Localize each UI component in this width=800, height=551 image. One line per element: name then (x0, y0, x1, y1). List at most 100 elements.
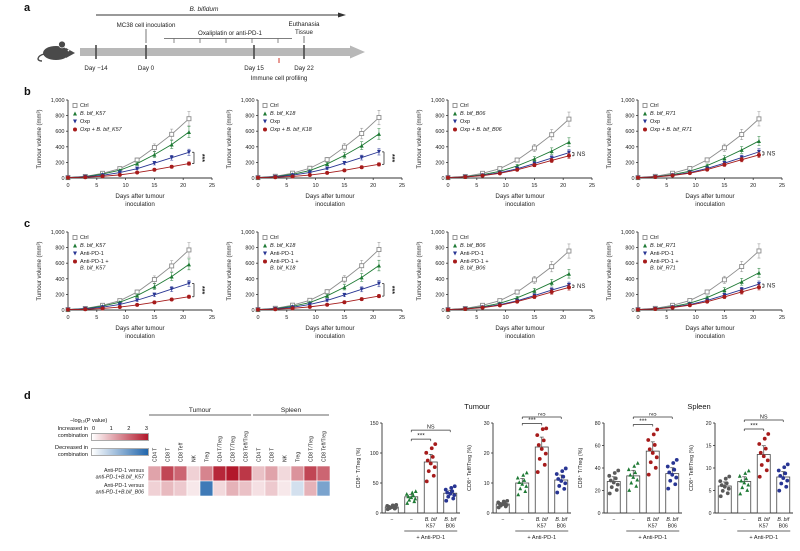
svg-text:800: 800 (435, 114, 444, 120)
svg-text:CD4 T/Treg: CD4 T/Treg (218, 436, 224, 462)
svg-text:NS: NS (577, 152, 585, 158)
dot-group-1 (626, 460, 641, 514)
svg-text:inoculation: inoculation (315, 201, 345, 208)
svg-text:1,000: 1,000 (51, 230, 65, 236)
svg-text:Anti-PD-1 +: Anti-PD-1 + (80, 259, 109, 265)
svg-text:10: 10 (313, 183, 319, 189)
svg-text:0: 0 (66, 183, 69, 189)
svg-text:5: 5 (285, 183, 288, 189)
legend-decreased-label: Decreased in combination (55, 445, 88, 458)
heatmap-cell (251, 465, 266, 482)
dot-group-0 (606, 468, 621, 514)
svg-text:5: 5 (95, 183, 98, 189)
svg-text:15: 15 (151, 183, 157, 189)
svg-text:0: 0 (631, 308, 634, 314)
svg-text:Oxp + B. bif_R71: Oxp + B. bif_R71 (650, 127, 692, 133)
dot-group-0 (495, 498, 510, 514)
svg-text:Anti-PD-1 +: Anti-PD-1 + (650, 259, 679, 265)
svg-text:0: 0 (441, 176, 444, 182)
svg-text:inoculation: inoculation (125, 201, 155, 208)
svg-text:15: 15 (341, 315, 347, 321)
svg-text:10: 10 (693, 315, 699, 321)
svg-text:20: 20 (370, 183, 376, 189)
svg-text:inoculation: inoculation (695, 333, 725, 340)
svg-text:Tumour volume (mm³): Tumour volume (mm³) (607, 241, 613, 300)
line-chart-content: 0 200 400 600 800 1,000 0 5 10 15 20 25 Tumour volum… (227, 230, 405, 340)
svg-text:15: 15 (151, 315, 157, 321)
series-3 (446, 284, 571, 312)
svg-text:B06: B06 (557, 524, 566, 530)
svg-text:200: 200 (435, 292, 444, 298)
svg-text:5: 5 (475, 183, 478, 189)
svg-text:600: 600 (245, 261, 254, 267)
svg-text:800: 800 (55, 246, 64, 252)
svg-text:inoculation: inoculation (315, 333, 345, 340)
series-3 (256, 294, 381, 312)
svg-text:inoculation: inoculation (505, 201, 535, 208)
svg-text:30: 30 (484, 421, 490, 427)
svg-text:800: 800 (625, 246, 634, 252)
svg-text:0: 0 (441, 308, 444, 314)
svg-text:−: − (410, 517, 413, 523)
heatmap-cell (238, 465, 253, 482)
svg-text:15: 15 (721, 315, 727, 321)
timeline-ticks (95, 45, 305, 59)
svg-text:NS: NS (767, 284, 775, 290)
heatmap-cell (199, 465, 214, 482)
svg-text:600: 600 (55, 129, 64, 135)
svg-text:60: 60 (595, 444, 601, 450)
treatment-label: Oxaliplatin or anti-PD-1 (198, 30, 263, 37)
heatmap-cell (316, 465, 331, 482)
line-chart-content: 0 200 400 600 800 1,000 0 5 10 15 20 25 Tumour volum… (607, 98, 785, 208)
svg-text:25: 25 (779, 315, 785, 321)
svg-text:***: *** (198, 154, 205, 162)
svg-text:25: 25 (209, 183, 215, 189)
dot-group-2 (534, 426, 549, 514)
svg-text:NK: NK (283, 454, 289, 462)
svg-text:400: 400 (625, 145, 634, 151)
svg-text:150: 150 (370, 421, 379, 427)
heatmap-cell (225, 465, 240, 482)
svg-text:B. bif_R71: B. bif_R71 (650, 111, 676, 117)
day-minus14-label: Day −14 (84, 65, 108, 72)
svg-text:Tumour volume (mm³): Tumour volume (mm³) (227, 241, 233, 300)
svg-text:25: 25 (589, 183, 595, 189)
heatmap-cell (264, 480, 279, 497)
svg-text:Days after tumour: Days after tumour (115, 325, 164, 332)
svg-text:20: 20 (595, 489, 601, 495)
heatmap-cell (225, 480, 240, 497)
svg-text:B. bif: B. bif (536, 517, 548, 523)
dot-group-3 (776, 462, 791, 514)
svg-text:200: 200 (55, 160, 64, 166)
svg-text:NS: NS (649, 413, 657, 418)
svg-text:Oxp: Oxp (650, 119, 660, 125)
svg-text:***: *** (388, 286, 395, 294)
svg-text:Ctrl: Ctrl (650, 235, 659, 241)
profiling-label: Immune cell profiling (251, 75, 308, 82)
svg-text:Anti-PD-1: Anti-PD-1 (460, 251, 484, 257)
svg-text:inoculation: inoculation (505, 333, 535, 340)
svg-text:CD8 T/Treg: CD8 T/Treg (309, 436, 315, 462)
legend-tick: 2 (127, 426, 131, 433)
heatmap-cell (290, 480, 305, 497)
svg-text:CD8⁺ T/Treg (%): CD8⁺ T/Treg (%) (355, 448, 362, 489)
svg-text:Days after tumour: Days after tumour (685, 193, 734, 200)
heatmap-legend-ticks: 0 1 2 3 (91, 426, 149, 433)
svg-text:40: 40 (595, 466, 601, 472)
heatmap-cell (173, 480, 188, 497)
heatmap-cell (303, 480, 318, 497)
svg-text:***: *** (388, 154, 395, 162)
svg-text:400: 400 (245, 145, 254, 151)
svg-text:800: 800 (625, 114, 634, 120)
timeline-arrowhead (350, 45, 365, 59)
tumour-volume-chart-oxp-b06: 0 200 400 600 800 1,000 0 5 10 15 20 25 Tumour volum… (417, 98, 595, 208)
svg-text:20: 20 (706, 421, 712, 427)
heatmap-cell (173, 465, 188, 482)
dot-group-0 (717, 474, 732, 514)
svg-text:NS: NS (538, 413, 546, 418)
spleen-group-title: Spleen (687, 402, 711, 411)
